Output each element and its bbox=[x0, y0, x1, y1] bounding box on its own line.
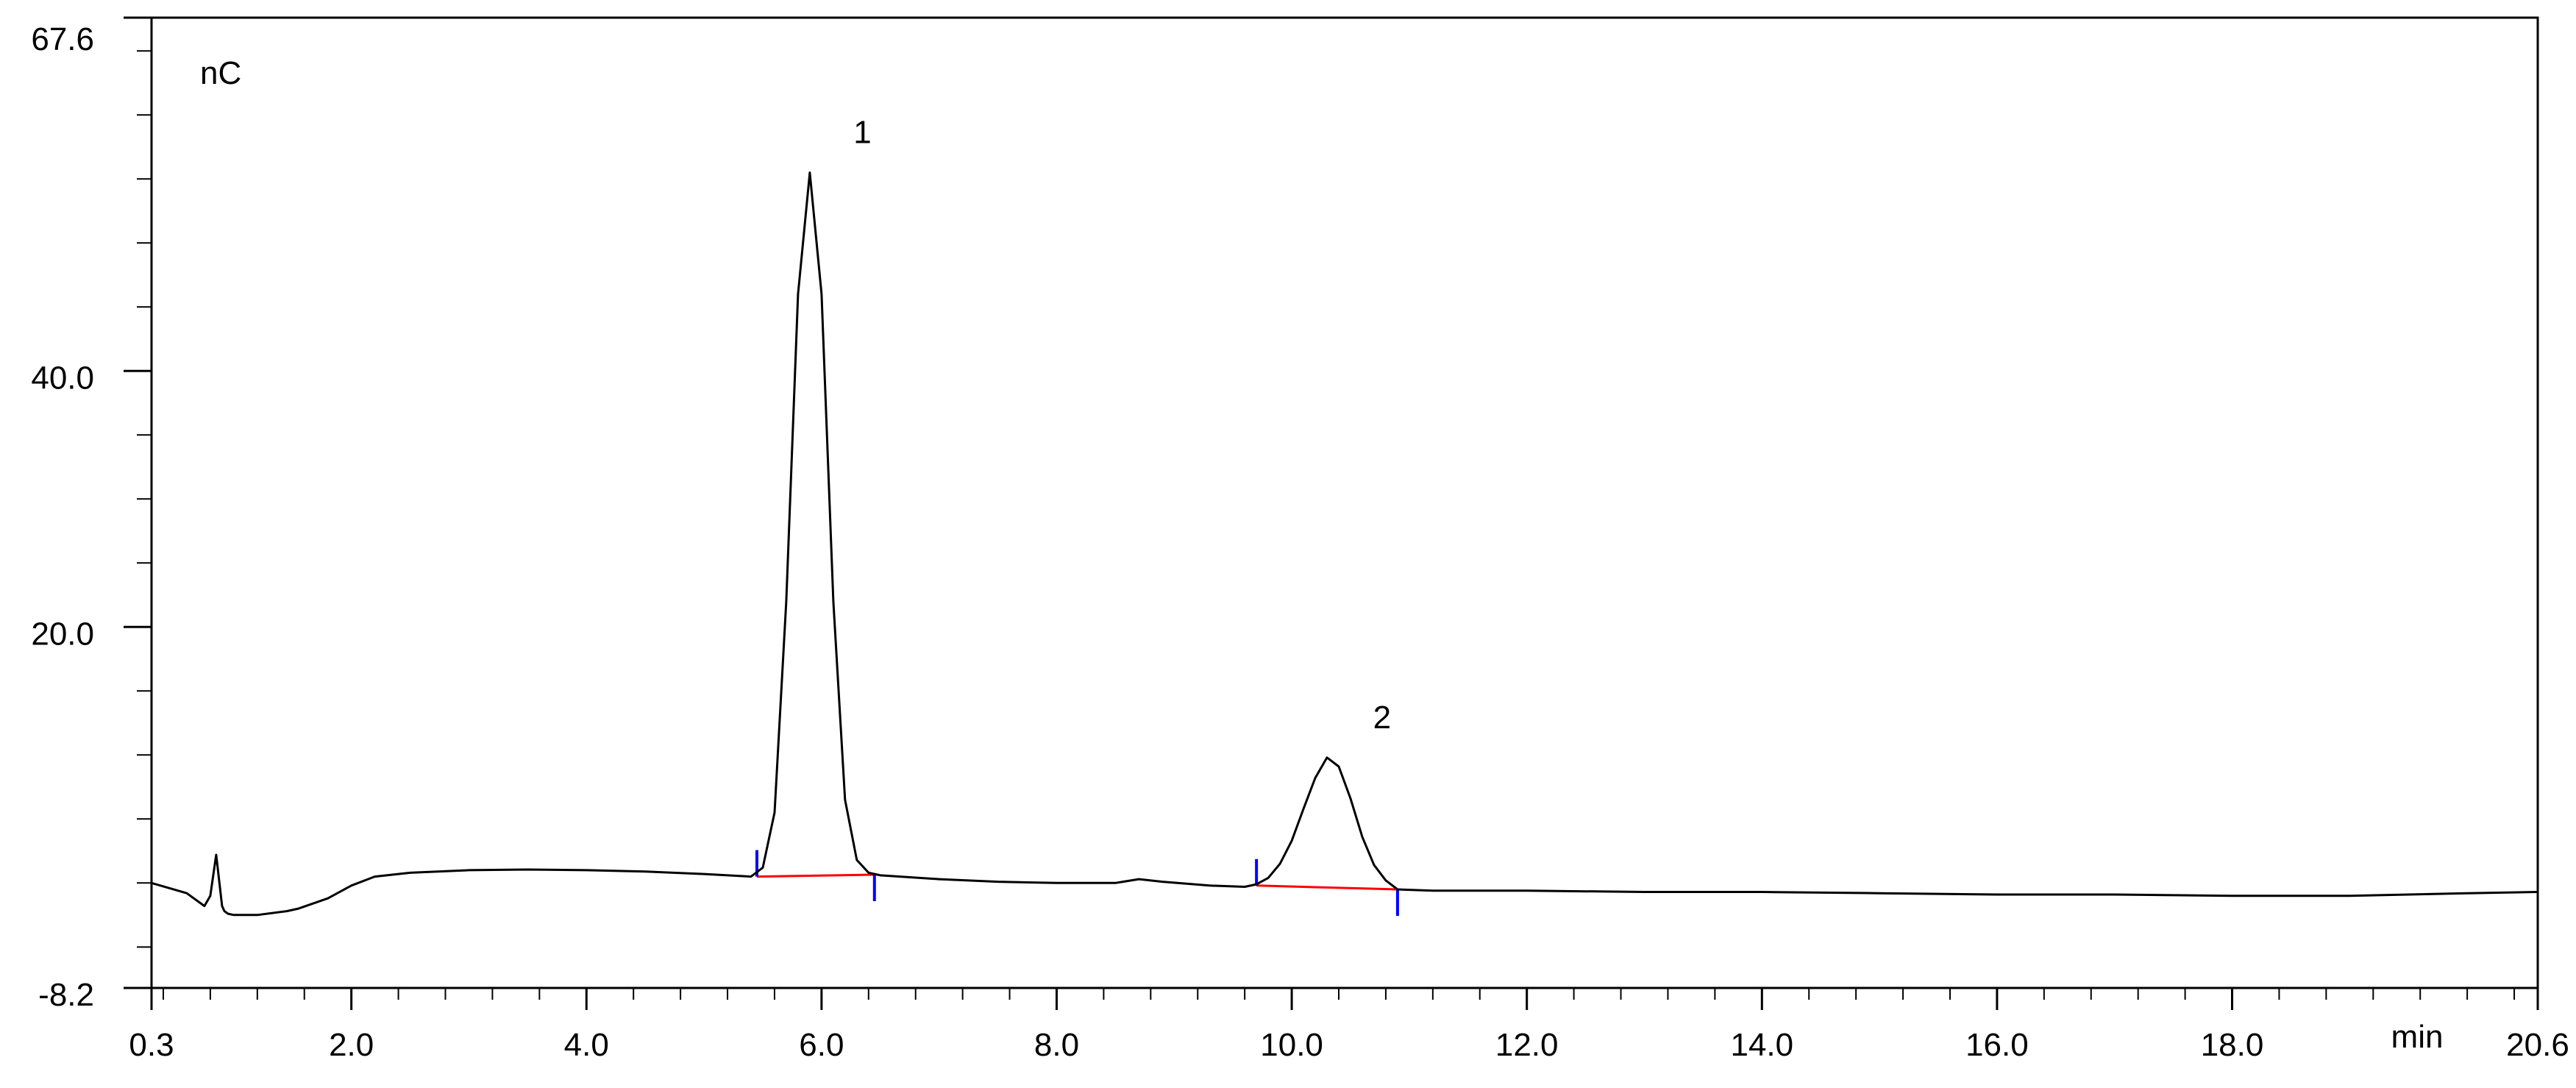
labels: 0.3 2.0 4.0 6.0 8.0 10.0 12.0 14.0 16.0 18.0 20.6 -… bbox=[31, 21, 2569, 1063]
x-tick-label: 6.0 bbox=[799, 1027, 844, 1063]
x-tick-label: 20.6 bbox=[2506, 1027, 2569, 1063]
x-tick-label: 10.0 bbox=[1260, 1027, 1323, 1063]
integration-baseline bbox=[756, 873, 875, 878]
integration-baselines bbox=[756, 873, 1398, 891]
x-tick-label: 4.0 bbox=[564, 1027, 609, 1063]
integration-baseline bbox=[1256, 884, 1398, 891]
x-tick-label: 16.0 bbox=[1965, 1027, 2029, 1063]
signal-traces bbox=[151, 171, 2538, 917]
signal-trace bbox=[151, 171, 2538, 917]
y-unit-label: nC bbox=[200, 55, 241, 91]
plot-frame bbox=[150, 16, 2539, 989]
y-tick-label: 40.0 bbox=[31, 360, 94, 396]
x-tick-label: 0.3 bbox=[129, 1027, 174, 1063]
peak-label: 2 bbox=[1373, 700, 1391, 736]
x-tick-label: 12.0 bbox=[1495, 1027, 1559, 1063]
y-tick-label: 67.6 bbox=[31, 21, 94, 57]
y-tick-label: 20.0 bbox=[31, 616, 94, 652]
x-tick-label: 2.0 bbox=[329, 1027, 374, 1063]
axes bbox=[124, 16, 2539, 1010]
x-unit-label: min bbox=[2391, 1019, 2444, 1055]
x-tick-label: 18.0 bbox=[2201, 1027, 2264, 1063]
y-tick-label: -8.2 bbox=[38, 977, 94, 1013]
peak-label: 1 bbox=[853, 115, 871, 151]
x-tick-label: 8.0 bbox=[1034, 1027, 1079, 1063]
x-tick-label: 14.0 bbox=[1730, 1027, 1793, 1063]
